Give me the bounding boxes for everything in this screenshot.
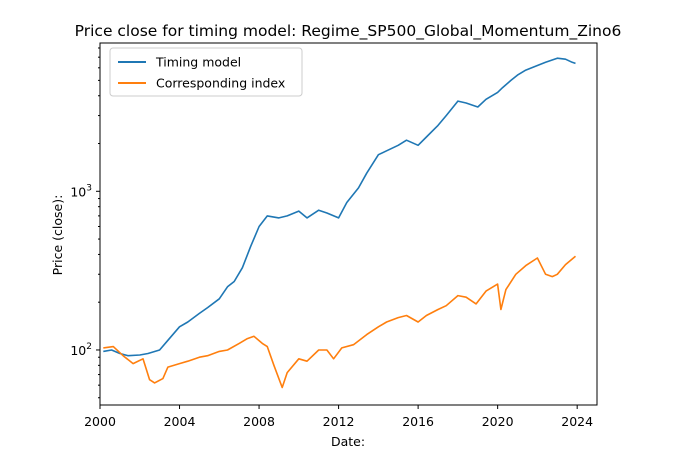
- y-tick-label: 102: [70, 342, 92, 358]
- plot-frame: [99, 42, 598, 406]
- legend: Timing model Corresponding index: [109, 47, 303, 97]
- series-line-timing-model: [103, 57, 576, 357]
- legend-label-timing-model: Timing model: [155, 55, 241, 70]
- y-axis-ticks: 102 103: [70, 47, 100, 399]
- chart-title: Price close for timing model: Regime_SP5…: [75, 22, 622, 41]
- y-tick-label: 103: [70, 183, 92, 199]
- x-tick-label: 2016: [402, 414, 434, 429]
- legend-label-corresponding-index: Corresponding index: [156, 76, 285, 91]
- x-tick-label: 2000: [84, 414, 116, 429]
- x-tick-label: 2024: [561, 414, 593, 429]
- y-axis-label: Price (close):: [50, 195, 65, 276]
- x-axis-ticks: 2000 2004 2008 2012 2016 2020 2024: [84, 405, 593, 429]
- x-tick-label: 2008: [243, 414, 275, 429]
- x-axis-label: Date:: [331, 434, 365, 449]
- x-tick-label: 2012: [323, 414, 355, 429]
- series-line-corresponding-index: [103, 255, 577, 389]
- legend-box: [109, 47, 303, 97]
- plot-area: [99, 42, 598, 406]
- series-layer: [103, 57, 577, 389]
- x-tick-label: 2020: [482, 414, 514, 429]
- x-tick-label: 2004: [164, 414, 196, 429]
